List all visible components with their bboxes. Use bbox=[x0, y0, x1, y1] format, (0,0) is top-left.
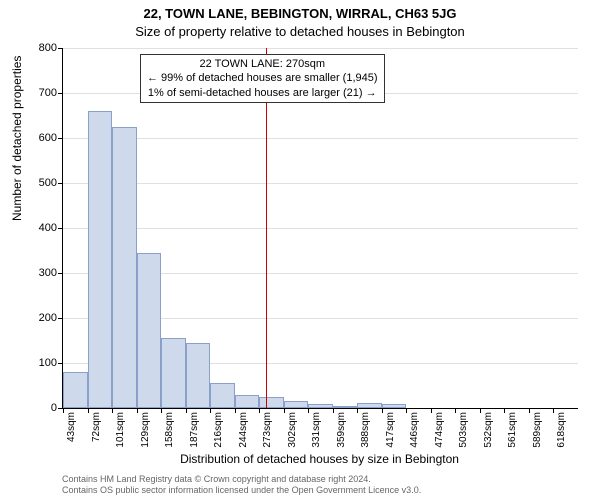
xtick-label: 187sqm bbox=[189, 412, 200, 448]
xtick-label: 417sqm bbox=[385, 412, 396, 448]
xtick-mark bbox=[431, 408, 432, 413]
xtick-mark bbox=[186, 408, 187, 413]
gridline bbox=[63, 228, 578, 229]
x-axis-label: Distribution of detached houses by size … bbox=[62, 452, 577, 466]
ytick-label: 500 bbox=[39, 177, 63, 189]
histogram-bar bbox=[112, 127, 137, 408]
footer-line1: Contains HM Land Registry data © Crown c… bbox=[62, 474, 582, 485]
ytick-label: 200 bbox=[39, 312, 63, 324]
xtick-mark bbox=[455, 408, 456, 413]
xtick-mark bbox=[504, 408, 505, 413]
histogram-bar bbox=[259, 397, 284, 408]
xtick-mark bbox=[210, 408, 211, 413]
xtick-label: 589sqm bbox=[532, 412, 543, 448]
xtick-label: 273sqm bbox=[262, 412, 273, 448]
xtick-mark bbox=[553, 408, 554, 413]
xtick-mark bbox=[284, 408, 285, 413]
histogram-bar bbox=[382, 404, 407, 409]
ytick-label: 100 bbox=[39, 357, 63, 369]
footer-attribution: Contains HM Land Registry data © Crown c… bbox=[62, 474, 582, 496]
xtick-mark bbox=[480, 408, 481, 413]
xtick-label: 244sqm bbox=[238, 412, 249, 448]
xtick-label: 331sqm bbox=[311, 412, 322, 448]
annotation-box: 22 TOWN LANE: 270sqm ← 99% of detached h… bbox=[140, 54, 385, 103]
xtick-label: 302sqm bbox=[287, 412, 298, 448]
xtick-label: 474sqm bbox=[434, 412, 445, 448]
chart-title-line1: 22, TOWN LANE, BEBINGTON, WIRRAL, CH63 5… bbox=[0, 6, 600, 21]
xtick-label: 561sqm bbox=[507, 412, 518, 448]
xtick-mark bbox=[137, 408, 138, 413]
xtick-label: 618sqm bbox=[556, 412, 567, 448]
xtick-label: 359sqm bbox=[336, 412, 347, 448]
xtick-label: 72sqm bbox=[91, 412, 102, 442]
xtick-mark bbox=[161, 408, 162, 413]
histogram-bar bbox=[210, 383, 235, 408]
histogram-bar bbox=[137, 253, 162, 408]
xtick-mark bbox=[88, 408, 89, 413]
chart-title-line2: Size of property relative to detached ho… bbox=[0, 24, 600, 39]
xtick-label: 158sqm bbox=[164, 412, 175, 448]
ytick-label: 600 bbox=[39, 132, 63, 144]
ytick-label: 300 bbox=[39, 267, 63, 279]
footer-line2: Contains OS public sector information li… bbox=[62, 485, 582, 496]
xtick-mark bbox=[112, 408, 113, 413]
y-axis-label: Number of detached properties bbox=[10, 56, 24, 221]
xtick-label: 532sqm bbox=[483, 412, 494, 448]
xtick-label: 43sqm bbox=[66, 412, 77, 442]
ytick-label: 700 bbox=[39, 87, 63, 99]
gridline bbox=[63, 183, 578, 184]
xtick-mark bbox=[235, 408, 236, 413]
histogram-bar bbox=[235, 395, 260, 409]
histogram-bar bbox=[63, 372, 88, 408]
gridline bbox=[63, 48, 578, 49]
xtick-mark bbox=[259, 408, 260, 413]
xtick-label: 101sqm bbox=[115, 412, 126, 448]
ytick-label: 0 bbox=[51, 402, 63, 414]
ytick-label: 800 bbox=[39, 42, 63, 54]
xtick-mark bbox=[308, 408, 309, 413]
histogram-bar bbox=[186, 343, 211, 408]
xtick-label: 503sqm bbox=[458, 412, 469, 448]
xtick-mark bbox=[382, 408, 383, 413]
xtick-mark bbox=[357, 408, 358, 413]
xtick-label: 446sqm bbox=[409, 412, 420, 448]
gridline bbox=[63, 138, 578, 139]
histogram-bar bbox=[88, 111, 113, 408]
histogram-bar bbox=[333, 406, 358, 408]
annotation-line1: 22 TOWN LANE: 270sqm bbox=[147, 57, 378, 71]
xtick-mark bbox=[529, 408, 530, 413]
xtick-mark bbox=[63, 408, 64, 413]
annotation-line3: 1% of semi-detached houses are larger (2… bbox=[147, 86, 378, 100]
annotation-line2: ← 99% of detached houses are smaller (1,… bbox=[147, 71, 378, 85]
histogram-bar bbox=[308, 404, 333, 409]
xtick-label: 129sqm bbox=[140, 412, 151, 448]
histogram-bar bbox=[357, 403, 382, 408]
ytick-label: 400 bbox=[39, 222, 63, 234]
xtick-mark bbox=[406, 408, 407, 413]
xtick-label: 388sqm bbox=[360, 412, 371, 448]
xtick-mark bbox=[333, 408, 334, 413]
chart-container: 22, TOWN LANE, BEBINGTON, WIRRAL, CH63 5… bbox=[0, 0, 600, 500]
histogram-bar bbox=[161, 338, 186, 408]
histogram-bar bbox=[284, 401, 309, 408]
xtick-label: 216sqm bbox=[213, 412, 224, 448]
